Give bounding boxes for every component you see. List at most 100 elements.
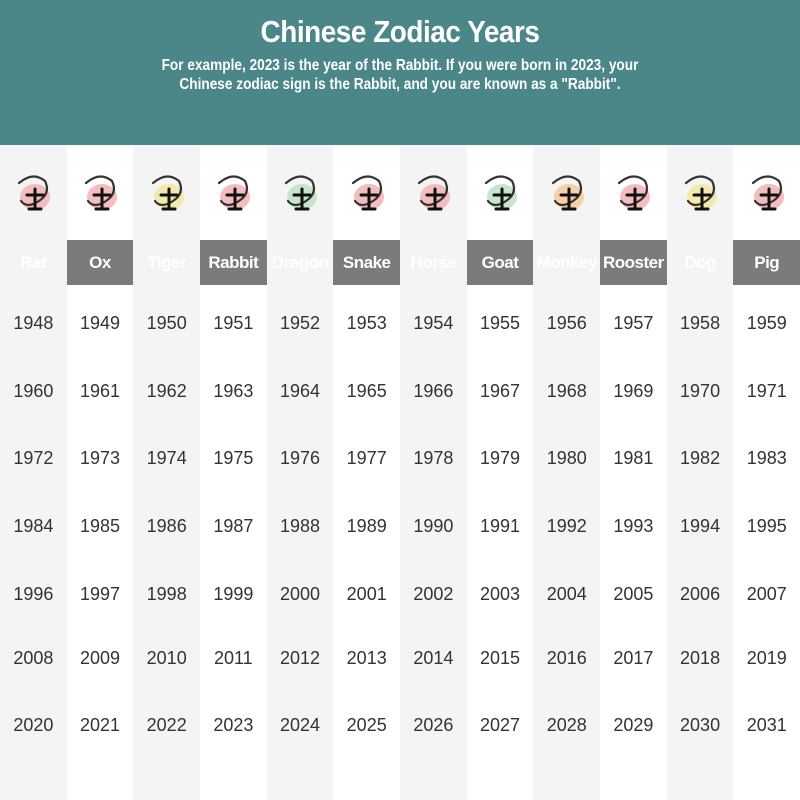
subtitle-line-2: Chinese zodiac sign is the Rabbit, and y… [179,76,621,93]
animal-label: Horse [410,253,457,272]
year-cell: 2005 [613,584,654,604]
animal-label: Monkey [536,253,598,272]
year-cell: 2004 [546,584,587,604]
year-cell: 1992 [546,516,587,536]
animal-label: Pig [754,253,780,272]
year-cell: 1987 [213,516,254,536]
year-cell: 1977 [346,448,387,468]
year-cell: 2019 [746,648,787,668]
year-cell: 1996 [13,584,54,604]
year-cell: 2011 [213,648,253,668]
year-cell: 1969 [613,381,654,401]
year-cell: 2025 [346,715,387,735]
year-cell: 2012 [280,648,321,668]
year-cell: 1962 [146,381,187,401]
year-cell: 2009 [79,648,121,668]
column-horse: Horse 1954 1966 1978 1990 2002 2014 2026 [400,145,467,800]
year-cell: 2010 [146,648,187,668]
animal-label: Rabbit [208,253,259,272]
column-dog: Dog 1958 1970 1982 1994 2006 2018 2030 [666,145,734,800]
year-cell: 2016 [546,648,587,668]
year-cell: 1949 [79,313,121,333]
year-cell: 2023 [213,715,254,735]
year-cell: 1970 [680,381,721,401]
pig-icon [733,145,800,240]
year-cell: 1991 [480,516,521,536]
year-cell: 2021 [79,715,121,735]
year-cell: 1997 [79,584,121,604]
animal-label: Dragon [271,253,329,272]
page-title: Chinese Zodiac Years [260,14,540,49]
column-goat: Goat 1955 1967 1979 1991 2003 2015 2027 [467,145,534,800]
year-cell: 1953 [346,313,387,333]
year-cell: 1999 [213,584,254,604]
year-cell: 2014 [413,648,454,668]
year-cell: 1965 [346,381,387,401]
year-cell: 2028 [546,715,587,735]
animal-label: Goat [481,253,519,272]
year-cell: 2027 [480,715,521,735]
column-tiger: Tiger 1950 1962 1974 1986 1998 2010 2022 [133,145,201,800]
year-cell: 1994 [680,516,721,536]
label-bar [0,240,800,285]
header-banner: Chinese Zodiac Years For example, 2023 i… [0,0,800,145]
column-ox: Ox 1949 1961 1973 1985 1997 2009 2021 [67,145,134,800]
year-cell: 2013 [346,648,387,668]
year-cell: 1948 [13,313,54,333]
year-cell: 1989 [346,516,387,536]
year-cell: 1990 [413,516,454,536]
column-pig: Pig 1959 1971 1983 1995 2007 2019 2031 [733,145,800,800]
year-cell: 1998 [146,584,187,604]
goat-icon [467,145,534,240]
year-cell: 1967 [480,381,521,401]
rat-icon [0,145,67,240]
year-cell: 2022 [146,715,187,735]
year-cell: 1993 [613,516,654,536]
year-cell: 1975 [213,448,254,468]
year-cell: 2020 [13,715,54,735]
year-cell: 2026 [413,715,454,735]
column-monkey: Monkey 1956 1968 1980 1992 2004 2016 2028 [533,145,601,800]
year-cell: 1979 [480,448,521,468]
year-cell: 2017 [613,648,654,668]
year-cell: 2003 [480,584,521,604]
animal-label: Rooster [603,253,664,272]
year-cell: 1982 [680,448,721,468]
column-snake: Snake 1953 1965 1977 1989 2001 2013 2025 [333,145,400,800]
snake-icon [333,145,400,240]
dog-icon [667,145,734,240]
animal-label: Tiger [147,253,187,272]
year-cell: 1981 [613,448,654,468]
rooster-icon [600,145,667,240]
year-cell: 1963 [213,381,254,401]
year-cell: 1958 [680,313,721,333]
monkey-icon [533,145,600,240]
year-cell: 1980 [546,448,587,468]
year-cell: 1959 [746,313,787,333]
animal-label: Rat [20,253,47,272]
year-cell: 1956 [546,313,587,333]
ox-icon [67,145,134,240]
column-dragon: Dragon 1952 1964 1976 1988 2000 2012 2024 [266,145,334,800]
year-cell: 2024 [280,715,321,735]
year-cell: 1972 [13,448,54,468]
horse-icon [400,145,467,240]
year-cell: 2018 [680,648,721,668]
zodiac-table: Rat 1948 1960 1972 1984 1996 2008 2020 Ox 1949 19… [0,145,800,800]
year-cell: 2007 [746,584,787,604]
year-cell: 2030 [680,715,721,735]
year-cell: 2031 [746,715,787,735]
year-cell: 1973 [79,448,121,468]
year-cell: 1995 [746,516,787,536]
column-rooster: Rooster 1957 1969 1981 1993 2005 2017 2029 [600,145,667,800]
year-cell: 1986 [146,516,187,536]
column-rat: Rat 1948 1960 1972 1984 1996 2008 2020 [0,145,67,800]
year-cell: 2029 [613,715,654,735]
year-cell: 1984 [13,516,54,536]
year-cell: 2008 [13,648,54,668]
year-cell: 1954 [413,313,454,333]
year-cell: 1961 [79,381,121,401]
subtitle: For example, 2023 is the year of the Rab… [48,56,752,94]
year-cell: 1988 [280,516,321,536]
year-cell: 1974 [146,448,187,468]
